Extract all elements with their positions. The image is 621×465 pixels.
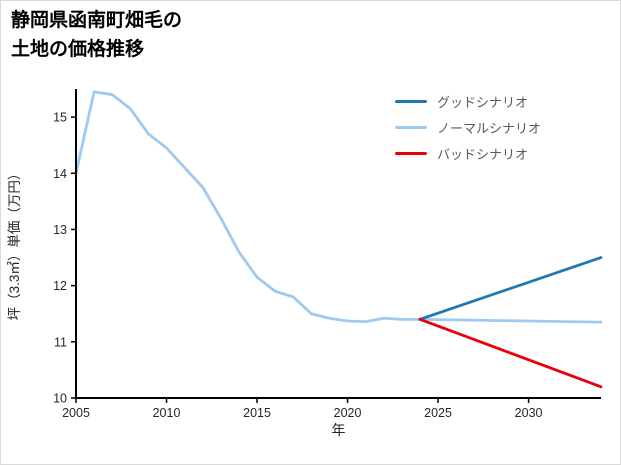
legend: グッドシナリオ ノーマルシナリオ バッドシナリオ bbox=[395, 93, 541, 162]
legend-label-normal: ノーマルシナリオ bbox=[437, 121, 542, 136]
y-tick-label: 13 bbox=[53, 223, 67, 237]
y-tick-label: 11 bbox=[54, 335, 67, 349]
line-good bbox=[418, 256, 603, 321]
line-normal bbox=[74, 90, 603, 324]
x-tick-label: 2030 bbox=[515, 406, 543, 420]
x-tick-label: 2015 bbox=[243, 406, 271, 420]
legend-item-bad: バッドシナリオ bbox=[395, 145, 541, 162]
legend-line-swatch-good bbox=[395, 100, 427, 103]
legend-line-swatch-bad bbox=[395, 152, 427, 155]
legend-label-bad: バッドシナリオ bbox=[437, 147, 529, 162]
legend-item-good: グッドシナリオ bbox=[395, 93, 541, 110]
chart-title-line1: 静岡県函南町畑毛の bbox=[11, 10, 183, 31]
x-tick-label: 2025 bbox=[424, 406, 452, 420]
line-bad bbox=[418, 317, 603, 389]
x-tick-label: 2010 bbox=[153, 406, 181, 420]
x-axis-label: 年 bbox=[332, 422, 346, 438]
y-tick-label: 12 bbox=[53, 279, 67, 293]
x-tick-label: 2020 bbox=[334, 406, 362, 420]
chart-title: 静岡県函南町畑毛の 土地の価格推移 bbox=[11, 7, 182, 64]
y-tick-label: 10 bbox=[53, 392, 67, 406]
y-tick-label: 15 bbox=[53, 111, 67, 125]
y-axis-label: 坪（3.3㎡）単価（万円） bbox=[7, 167, 22, 321]
legend-item-normal: ノーマルシナリオ bbox=[395, 119, 541, 136]
legend-line-swatch-normal bbox=[395, 126, 427, 129]
x-tick-label: 2005 bbox=[62, 406, 90, 420]
y-tick-label: 14 bbox=[53, 167, 67, 181]
legend-label-good: グッドシナリオ bbox=[437, 95, 529, 110]
chart-title-line2: 土地の価格推移 bbox=[11, 38, 145, 60]
